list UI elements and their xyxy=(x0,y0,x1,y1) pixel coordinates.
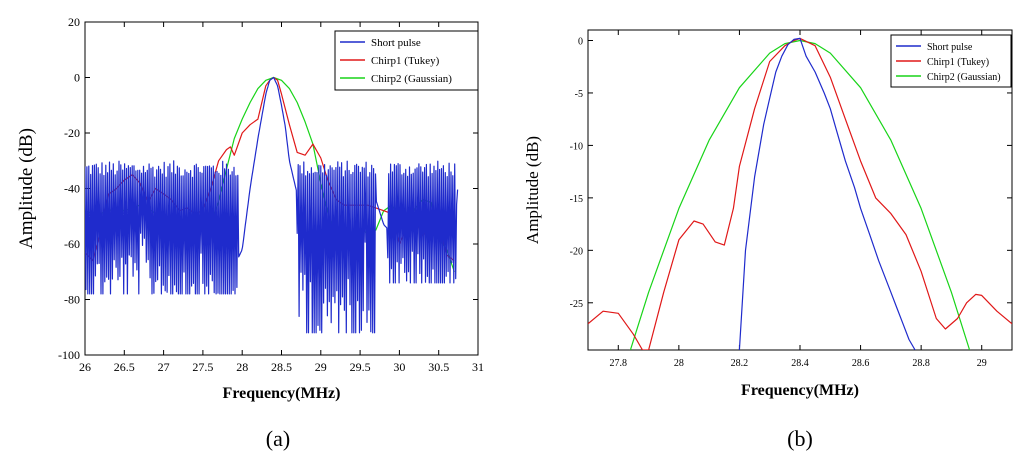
series-layer xyxy=(588,37,1012,350)
legend-label: Chirp2 (Gaussian) xyxy=(927,72,1001,83)
chart-a: 26 26.5 27 27.5 28 28.5 29 29.5 30 30.5 31 -100 -80 -… xyxy=(16,15,484,451)
y-axis-label: Amplitude (dB) xyxy=(523,136,542,244)
x-tick-label: 28.4 xyxy=(791,358,809,369)
y-tick-label: -100 xyxy=(58,348,80,362)
figure-caption: (a) xyxy=(266,426,290,451)
series-line-short xyxy=(738,37,916,350)
y-tick-label: -40 xyxy=(64,182,80,196)
x-tick-label: 26 xyxy=(79,360,91,374)
legend-label: Short pulse xyxy=(927,42,973,53)
x-tick-label: 28.6 xyxy=(852,358,870,369)
series-line-short xyxy=(85,76,459,334)
x-tick-label: 27 xyxy=(158,360,170,374)
y-tick-label: -20 xyxy=(64,126,80,140)
legend-label: Short pulse xyxy=(371,37,421,49)
x-tick-label: 29 xyxy=(315,360,327,374)
series-line-gauss xyxy=(629,39,971,350)
x-tick-label: 27.8 xyxy=(610,358,628,369)
x-axis-label: Frequency(MHz) xyxy=(741,382,859,399)
y-tick-label: 0 xyxy=(74,71,80,85)
x-tick-label: 29.5 xyxy=(350,360,371,374)
y-tick-label: 20 xyxy=(68,15,80,29)
x-tick-label: 30.5 xyxy=(428,360,449,374)
chart-b: 27.8 28 28.2 28.4 28.6 28.8 29 -25 -20 -15 -10 -5 0 S… xyxy=(523,29,1013,451)
x-tick-label: 26.5 xyxy=(114,360,135,374)
y-tick-label: -10 xyxy=(570,141,583,152)
y-axis-label: Amplitude (dB) xyxy=(16,128,37,249)
x-tick-label: 29 xyxy=(977,358,987,369)
x-tick-label: 28 xyxy=(236,360,248,374)
y-tick-label: -60 xyxy=(64,237,80,251)
x-tick-label: 30 xyxy=(393,360,405,374)
legend-label: Chirp2 (Gaussian) xyxy=(371,73,452,85)
y-tick-label: -80 xyxy=(64,293,80,307)
legend-label: Chirp1 (Tukey) xyxy=(927,57,989,68)
legend: Short pulse Chirp1 (Tukey) Chirp2 (Gaussia… xyxy=(890,34,1012,88)
y-tick-label: -5 xyxy=(575,89,583,100)
series-line-tukey xyxy=(588,37,1012,350)
x-tick-label: 28.2 xyxy=(731,358,749,369)
y-tick-label: -20 xyxy=(570,246,583,257)
y-tick-label: -15 xyxy=(570,194,583,205)
x-tick-label: 28.8 xyxy=(912,358,930,369)
legend: Short pulse Chirp1 (Tukey) Chirp2 (Gaussia… xyxy=(334,30,479,91)
x-tick-label: 27.5 xyxy=(192,360,213,374)
figure-caption: (b) xyxy=(787,426,813,451)
y-tick-label: -25 xyxy=(570,299,583,310)
y-tick-label: 0 xyxy=(578,36,583,47)
x-tick-label: 28.5 xyxy=(271,360,292,374)
series-layer xyxy=(85,76,459,334)
x-tick-label: 31 xyxy=(472,360,484,374)
x-tick-label: 28 xyxy=(674,358,684,369)
legend-label: Chirp1 (Tukey) xyxy=(371,55,440,67)
x-axis-label: Frequency(MHz) xyxy=(223,385,341,402)
